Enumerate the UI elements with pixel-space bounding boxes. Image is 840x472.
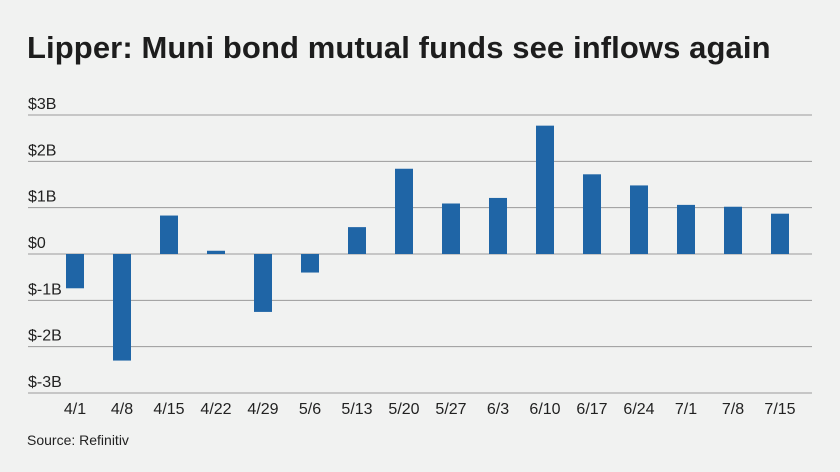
y-tick-label: $-1B	[28, 281, 62, 298]
y-tick-label: $-3B	[28, 374, 62, 391]
x-tick-label: 7/15	[764, 401, 795, 418]
x-tick-label: 7/8	[722, 401, 744, 418]
y-tick-label: $2B	[28, 142, 56, 159]
x-tick-label: 7/1	[675, 401, 697, 418]
x-tick-label: 4/15	[153, 401, 184, 418]
source-note: Source: Refinitiv	[27, 432, 129, 448]
bar	[66, 254, 84, 289]
y-tick-label: $-2B	[28, 328, 62, 345]
x-axis-tick-labels: 4/1 4/8 4/15 4/22 4/29 5/6 5/13 5/20 5/27 6/3 6/10…	[64, 401, 796, 418]
bar	[301, 254, 319, 273]
bar	[113, 254, 131, 361]
bar	[207, 250, 225, 254]
x-tick-label: 4/22	[200, 401, 231, 418]
bar	[771, 213, 789, 254]
x-tick-label: 5/6	[299, 401, 321, 418]
x-tick-label: 5/27	[435, 401, 466, 418]
gridlines	[28, 114, 812, 394]
bars	[66, 125, 789, 361]
y-tick-label: $0	[28, 235, 46, 252]
bar	[160, 215, 178, 254]
bar	[395, 168, 413, 254]
y-tick-label: $1B	[28, 189, 56, 206]
x-tick-label: 6/3	[487, 401, 509, 418]
x-tick-label: 4/29	[247, 401, 278, 418]
x-tick-label: 6/24	[623, 401, 654, 418]
bar	[724, 206, 742, 254]
y-axis-tick-labels: $3B $2B $1B $0 $-1B $-2B $-3B	[28, 96, 62, 391]
chart-title: Lipper: Muni bond mutual funds see inflo…	[27, 30, 771, 65]
x-tick-label: 6/17	[576, 401, 607, 418]
bar	[442, 203, 460, 254]
bar	[630, 185, 648, 254]
y-tick-label: $3B	[28, 96, 56, 113]
bar	[489, 197, 507, 254]
bar	[348, 227, 366, 254]
bar	[254, 254, 272, 312]
bar	[536, 125, 554, 254]
x-tick-label: 5/20	[388, 401, 419, 418]
bar	[677, 204, 695, 254]
x-tick-label: 5/13	[341, 401, 372, 418]
x-tick-label: 4/8	[111, 401, 133, 418]
x-tick-label: 4/1	[64, 401, 86, 418]
bar	[583, 174, 601, 254]
x-tick-label: 6/10	[529, 401, 560, 418]
